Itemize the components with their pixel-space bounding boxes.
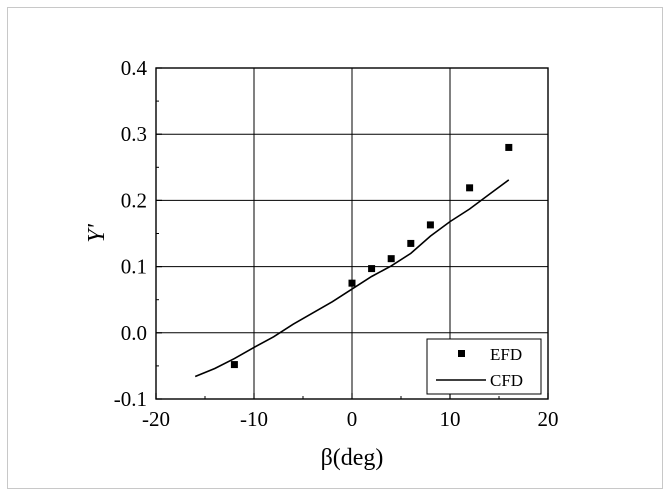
x-tick-label: -20 — [142, 407, 170, 431]
y-tick-label: 0.1 — [121, 255, 147, 279]
series-line-cfd — [194, 179, 510, 378]
data-point-efd — [505, 143, 513, 151]
y-tick-label: 0.3 — [121, 122, 147, 146]
data-point-efd — [368, 265, 376, 273]
legend-label-efd: EFD — [490, 345, 522, 364]
x-tick-label: 0 — [347, 407, 358, 431]
data-point-efd — [348, 279, 356, 287]
data-point-efd — [426, 221, 434, 229]
data-point-efd — [230, 361, 238, 369]
grid — [156, 68, 548, 399]
y-tick-label: 0.0 — [121, 321, 147, 345]
legend-label-cfd: CFD — [490, 371, 523, 390]
y-tick-label: -0.1 — [114, 387, 147, 411]
x-tick-label: 20 — [538, 407, 559, 431]
axis-ticks — [155, 67, 549, 400]
x-tick-label: -10 — [240, 407, 268, 431]
legend-marker-efd — [458, 350, 465, 357]
y-tick-label: 0.2 — [121, 188, 147, 212]
y-tick-label: 0.4 — [121, 56, 148, 80]
data-point-efd — [387, 255, 395, 263]
y-axis-title: Y' — [84, 223, 110, 242]
legend-box — [426, 338, 542, 395]
data-point-efd — [466, 184, 474, 192]
legend: EFD CFD — [426, 338, 542, 395]
figure-frame — [7, 7, 663, 489]
data-point-efd — [407, 239, 415, 247]
x-axis-title: β(deg) — [321, 445, 384, 471]
series-points-efd — [230, 143, 513, 369]
tick-labels: -20 -10 0 10 20 -0.1 0.0 0.1 0.2 0.3 0.4 — [114, 56, 559, 431]
x-tick-label: 10 — [440, 407, 461, 431]
